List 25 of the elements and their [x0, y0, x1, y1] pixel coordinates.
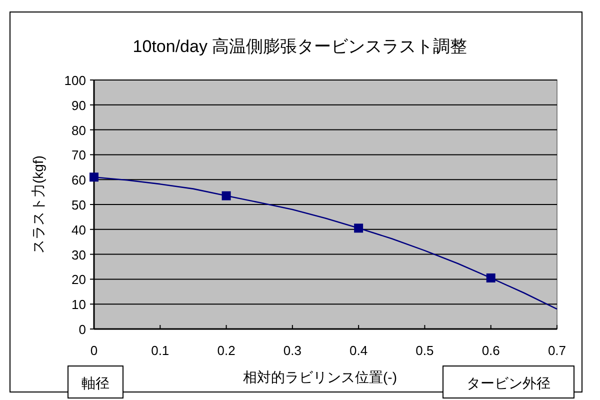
- text: 軸径: [82, 375, 110, 391]
- y-tick-label: 80: [72, 122, 86, 138]
- point: [90, 172, 98, 182]
- text: タービン外径: [466, 375, 550, 391]
- y-tick-label: 10: [72, 297, 86, 312]
- x-axis-title: 相対的ラビリンス位置(-): [243, 369, 397, 385]
- y-tick-label: 90: [72, 98, 86, 113]
- y-tick-label: 70: [72, 148, 86, 163]
- y-axis-title: スラスト力(kgf): [30, 156, 46, 254]
- x-tick-label: 0.5: [416, 343, 434, 358]
- x-tick-label: 0.6: [482, 343, 500, 358]
- y-tick-label: 60: [72, 172, 86, 188]
- y-tick-label: 100: [64, 73, 86, 88]
- y-tick-label: 20: [72, 272, 86, 288]
- x-tick-label: 0.7: [548, 343, 566, 358]
- chart-title: 10ton/day 高温側膨張タービンスラスト調整: [132, 37, 468, 56]
- x-tick-label: 0.1: [151, 343, 170, 358]
- x-tick-label: 0.2: [217, 343, 236, 358]
- y-tick-label: 50: [72, 198, 86, 212]
- y-tick-label: 0: [78, 322, 86, 337]
- x-tick-label: 0.3: [283, 343, 302, 358]
- y-tick-label: 30: [72, 247, 86, 262]
- y-tick-label: 40: [72, 222, 86, 238]
- x-tick-label: 0: [90, 343, 98, 358]
- x-tick-label: 0.4: [350, 343, 368, 358]
